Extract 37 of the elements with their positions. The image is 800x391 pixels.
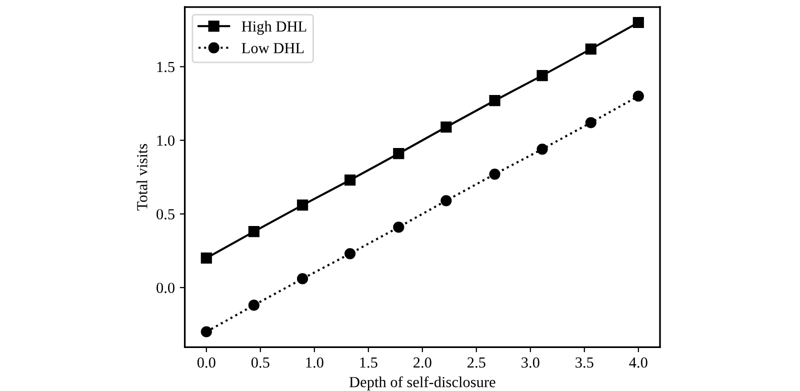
y-tick-label: 0.5 bbox=[156, 209, 174, 220]
y-tick-label: 0.0 bbox=[156, 282, 174, 294]
point bbox=[440, 195, 452, 206]
point bbox=[200, 326, 212, 338]
y-axis-title: Total visits bbox=[136, 144, 148, 210]
x-tick-label: 3.5 bbox=[576, 357, 594, 368]
legend-label: High DHL bbox=[242, 20, 306, 35]
point bbox=[393, 148, 404, 160]
y-tick-label: 1.5 bbox=[157, 62, 174, 72]
y-tick-label: 1.0 bbox=[157, 135, 174, 146]
x-tick-label: 1.0 bbox=[306, 357, 324, 368]
x-tick-label: 3.0 bbox=[522, 357, 540, 368]
point bbox=[344, 174, 356, 186]
point bbox=[248, 226, 260, 238]
point bbox=[440, 122, 452, 133]
point bbox=[200, 252, 212, 264]
point bbox=[536, 70, 548, 82]
x-tick-label: 2.0 bbox=[414, 357, 432, 368]
legend-label: Low DHL bbox=[242, 43, 304, 54]
point bbox=[585, 43, 596, 55]
point bbox=[344, 248, 356, 260]
point bbox=[489, 168, 500, 180]
x-tick-label: 2.5 bbox=[468, 357, 486, 368]
x-tick-label: 1.5 bbox=[360, 357, 378, 368]
x-tick-label: 0.0 bbox=[197, 357, 216, 368]
x-tick-label: 0.5 bbox=[251, 357, 270, 368]
point bbox=[632, 90, 644, 102]
point bbox=[632, 16, 644, 28]
point bbox=[296, 200, 308, 211]
point bbox=[248, 300, 260, 311]
x-tick-label: 4.0 bbox=[629, 357, 648, 368]
point bbox=[296, 273, 308, 284]
x-axis-title: Depth of self-disclosure bbox=[349, 376, 496, 390]
point bbox=[536, 144, 548, 155]
point bbox=[585, 117, 596, 128]
point bbox=[393, 222, 404, 233]
point bbox=[489, 94, 500, 106]
